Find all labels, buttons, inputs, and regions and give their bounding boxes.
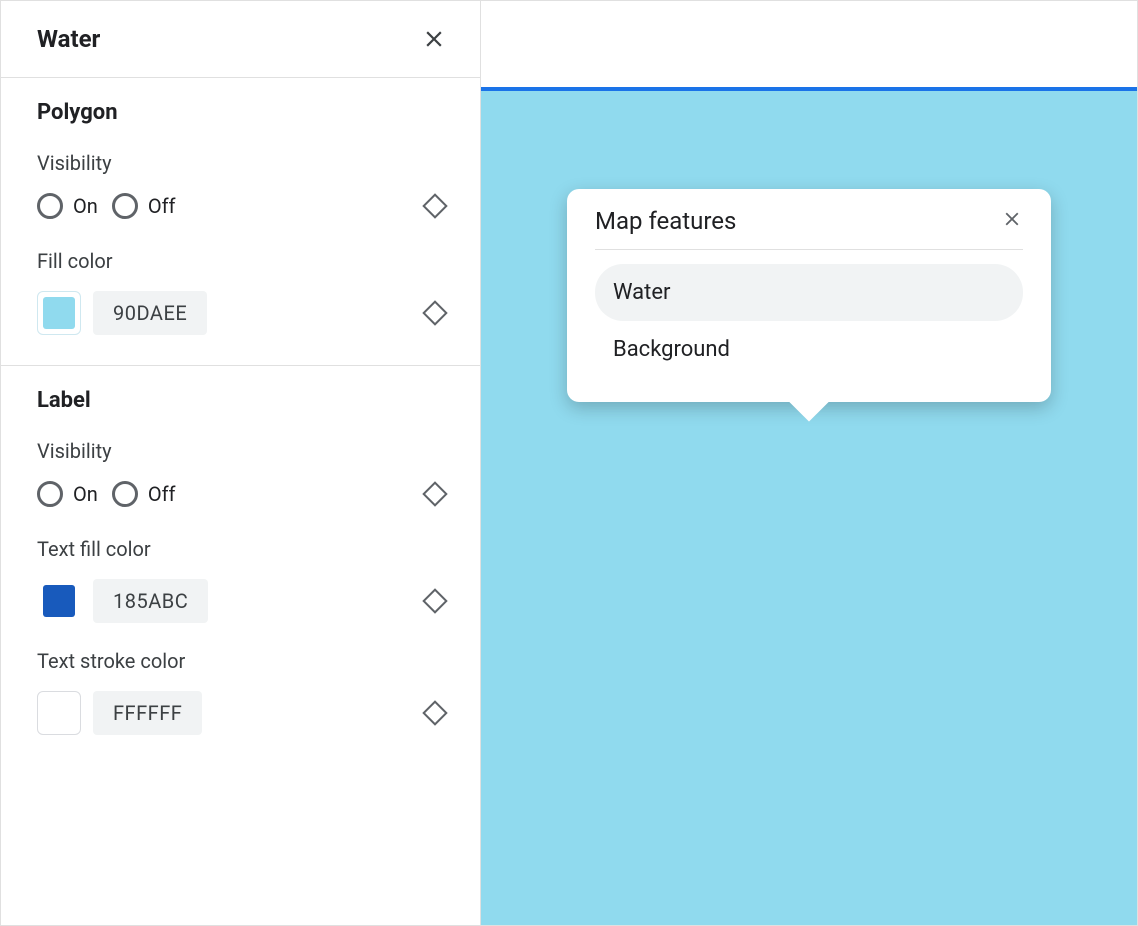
field-text-fill-color: Text fill color 185ABC bbox=[37, 537, 444, 623]
section-title-label: Label bbox=[37, 388, 444, 413]
visibility-label: Visibility bbox=[37, 151, 444, 175]
popup-item-water[interactable]: Water bbox=[595, 264, 1023, 321]
fill-color-hex[interactable]: 90DAEE bbox=[93, 291, 207, 335]
radio-off-label: Off bbox=[148, 482, 176, 506]
reset-icon[interactable] bbox=[422, 300, 447, 325]
fill-color-picker: 90DAEE bbox=[37, 291, 207, 335]
map-toolbar bbox=[481, 1, 1137, 91]
text-stroke-hex[interactable]: FFFFFF bbox=[93, 691, 202, 735]
radio-on-label: On bbox=[73, 194, 98, 218]
text-fill-swatch bbox=[43, 585, 75, 617]
radio-off[interactable]: Off bbox=[112, 481, 176, 507]
text-stroke-swatch bbox=[43, 697, 75, 729]
section-title-polygon: Polygon bbox=[37, 100, 444, 125]
visibility-row: On Off bbox=[37, 481, 444, 507]
text-fill-label: Text fill color bbox=[37, 537, 444, 561]
popup-header: Map features bbox=[595, 207, 1023, 250]
style-sidebar: Water Polygon Visibility On bbox=[1, 1, 481, 925]
visibility-radio-group: On Off bbox=[37, 481, 175, 507]
radio-circle-icon bbox=[112, 481, 138, 507]
text-fill-hex[interactable]: 185ABC bbox=[93, 579, 208, 623]
radio-on[interactable]: On bbox=[37, 193, 98, 219]
visibility-radio-group: On Off bbox=[37, 193, 175, 219]
text-fill-swatch-container[interactable] bbox=[37, 579, 81, 623]
text-fill-picker: 185ABC bbox=[37, 579, 208, 623]
radio-off-label: Off bbox=[148, 194, 176, 218]
field-text-stroke-color: Text stroke color FFFFFF bbox=[37, 649, 444, 735]
radio-circle-icon bbox=[37, 193, 63, 219]
section-label: Label Visibility On Off bbox=[1, 366, 480, 765]
fill-color-swatch bbox=[43, 297, 75, 329]
map-pane: Map features Water Background bbox=[481, 1, 1137, 925]
text-stroke-row: FFFFFF bbox=[37, 691, 444, 735]
field-fill-color: Fill color 90DAEE bbox=[37, 249, 444, 335]
map-area[interactable]: Map features Water Background bbox=[481, 91, 1137, 925]
app-root: Water Polygon Visibility On bbox=[0, 0, 1138, 926]
reset-icon[interactable] bbox=[422, 481, 447, 506]
fill-color-row: 90DAEE bbox=[37, 291, 444, 335]
text-fill-row: 185ABC bbox=[37, 579, 444, 623]
text-stroke-label: Text stroke color bbox=[37, 649, 444, 673]
popup-item-background[interactable]: Background bbox=[595, 321, 1023, 378]
visibility-label: Visibility bbox=[37, 439, 444, 463]
text-stroke-swatch-container[interactable] bbox=[37, 691, 81, 735]
fill-color-label: Fill color bbox=[37, 249, 444, 273]
close-icon[interactable] bbox=[420, 25, 448, 53]
section-polygon: Polygon Visibility On Off bbox=[1, 78, 480, 366]
sidebar-header: Water bbox=[1, 1, 480, 78]
sidebar-title: Water bbox=[37, 25, 100, 53]
reset-icon[interactable] bbox=[422, 193, 447, 218]
reset-icon[interactable] bbox=[422, 700, 447, 725]
fill-color-swatch-container[interactable] bbox=[37, 291, 81, 335]
close-icon[interactable] bbox=[1001, 208, 1023, 234]
radio-on-label: On bbox=[73, 482, 98, 506]
text-stroke-picker: FFFFFF bbox=[37, 691, 202, 735]
radio-on[interactable]: On bbox=[37, 481, 98, 507]
field-visibility-label: Visibility On Off bbox=[37, 439, 444, 507]
popup-title: Map features bbox=[595, 207, 736, 235]
radio-off[interactable]: Off bbox=[112, 193, 176, 219]
radio-circle-icon bbox=[37, 481, 63, 507]
reset-icon[interactable] bbox=[422, 588, 447, 613]
popup-list: Water Background bbox=[595, 264, 1023, 378]
field-visibility-polygon: Visibility On Off bbox=[37, 151, 444, 219]
visibility-row: On Off bbox=[37, 193, 444, 219]
map-features-popup: Map features Water Background bbox=[567, 189, 1051, 402]
radio-circle-icon bbox=[112, 193, 138, 219]
